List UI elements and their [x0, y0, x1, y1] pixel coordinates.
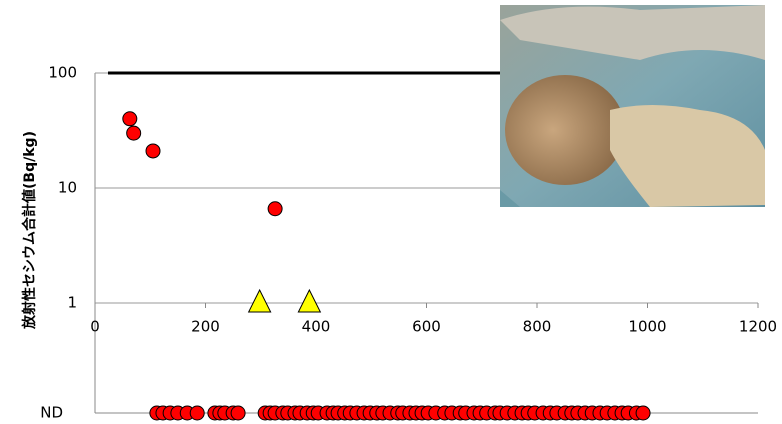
y-tick-label: 10	[58, 179, 77, 197]
y-tick-label: 100	[48, 64, 77, 82]
nd-point	[189, 405, 205, 421]
y-tick-label: 1	[67, 294, 77, 312]
point	[126, 125, 142, 141]
nd-label: ND	[40, 404, 63, 422]
x-tick-label: 0	[90, 318, 100, 336]
nd-point	[635, 405, 651, 421]
x-tick-label: 800	[523, 318, 552, 336]
x-tick-label: 1200	[739, 318, 777, 336]
triangle-point	[247, 288, 272, 313]
point	[122, 111, 138, 127]
x-tick-label: 200	[191, 318, 220, 336]
triangle-point	[297, 288, 322, 313]
point	[145, 143, 161, 159]
nd-point	[230, 405, 246, 421]
x-tick-label: 400	[302, 318, 331, 336]
x-tick-label: 600	[412, 318, 441, 336]
point	[267, 201, 283, 217]
y-axis-label: 放射性セシウム合計値(Bq/kg)	[21, 131, 38, 330]
photo	[500, 5, 765, 207]
x-tick-label: 1000	[628, 318, 666, 336]
